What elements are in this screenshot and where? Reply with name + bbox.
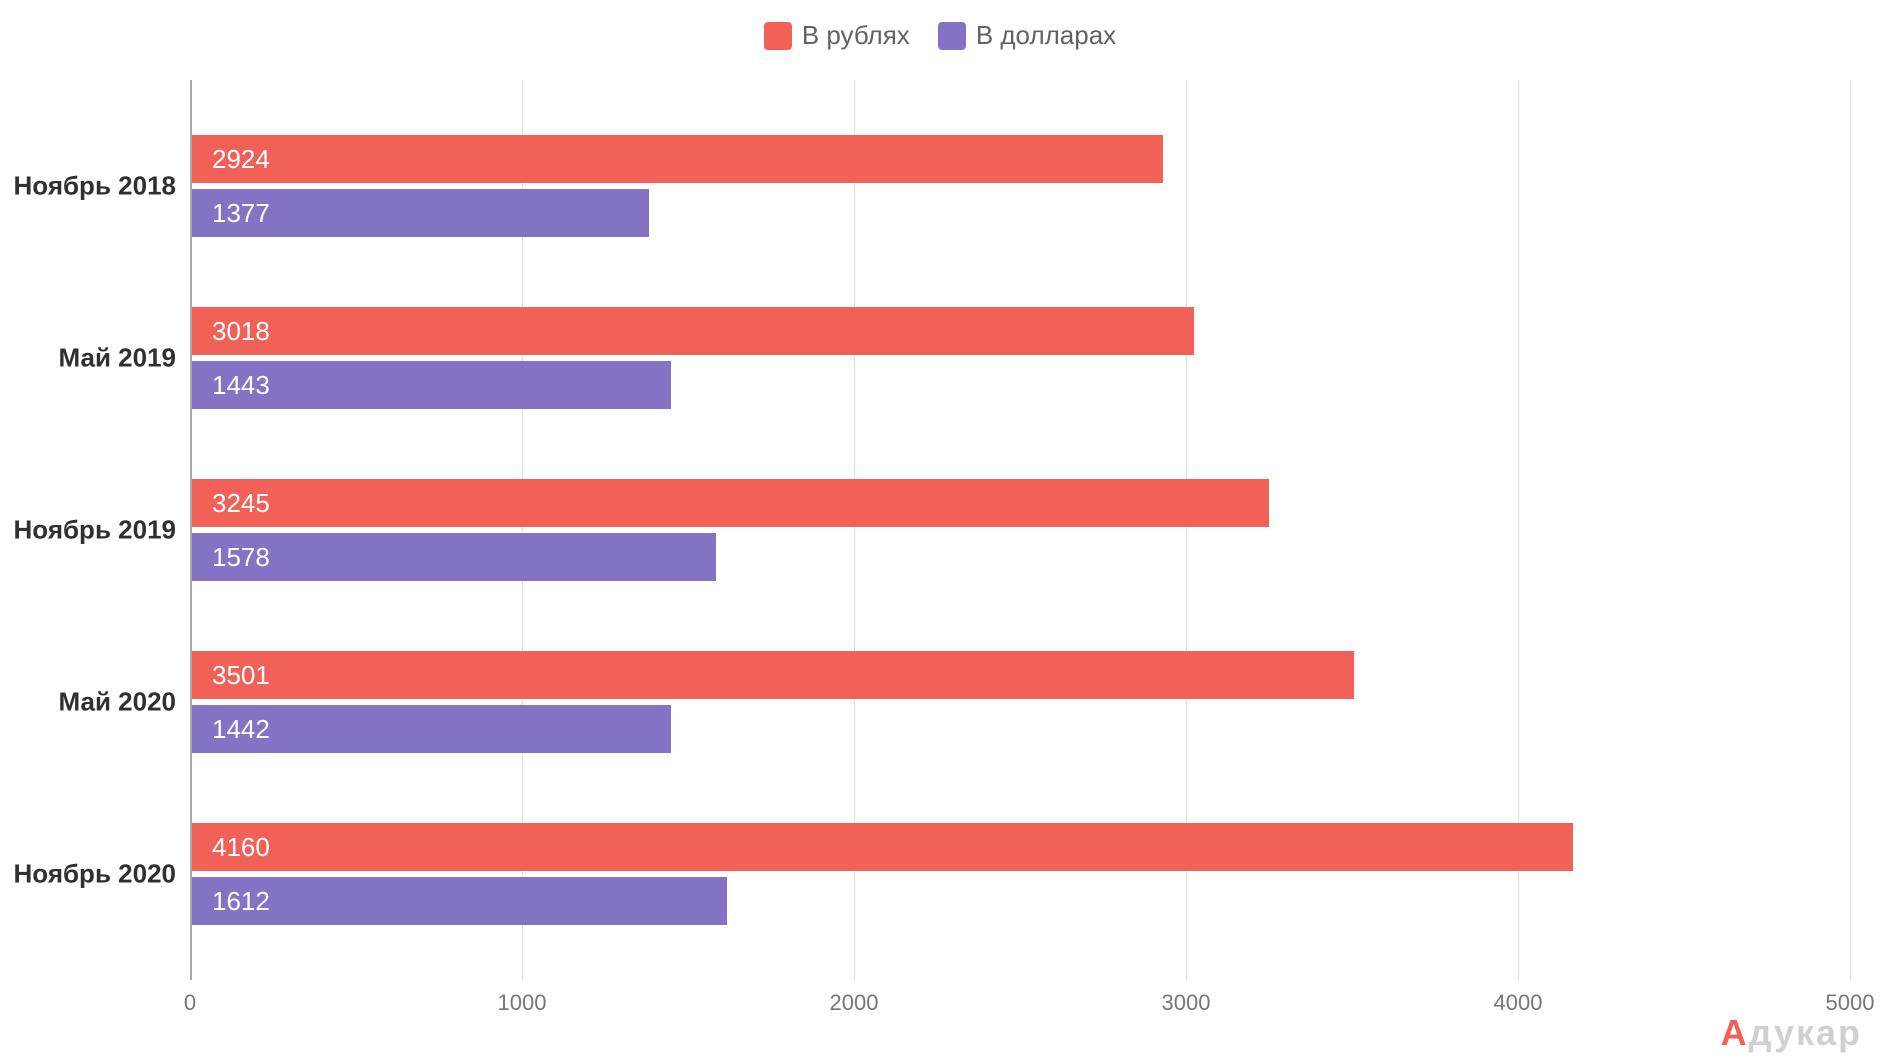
legend-swatch-usd xyxy=(938,22,966,50)
bar-value: 3018 xyxy=(192,316,270,347)
bar-value: 1443 xyxy=(192,370,270,401)
x-tick-label: 3000 xyxy=(1162,990,1211,1016)
bar-value: 1377 xyxy=(192,198,270,229)
category-label: Ноябрь 2020 xyxy=(14,859,176,890)
bar-usd: 1578 xyxy=(192,533,716,581)
chart-container: В рублях В долларах 01000200030004000500… xyxy=(0,0,1880,1060)
bar-value: 1612 xyxy=(192,886,270,917)
x-tick-label: 1000 xyxy=(498,990,547,1016)
x-tick-label: 0 xyxy=(184,990,196,1016)
plot-area: 0100020003000400050002924137730181443324… xyxy=(190,80,1850,980)
bar-value: 1578 xyxy=(192,542,270,573)
bar-value: 4160 xyxy=(192,832,270,863)
legend-item-usd: В долларах xyxy=(938,20,1116,51)
bar-value: 2924 xyxy=(192,144,270,175)
watermark: Адукар xyxy=(1721,1012,1862,1054)
legend-label-rub: В рублях xyxy=(802,20,910,51)
bar-rub: 2924 xyxy=(192,135,1163,183)
bar-value: 1442 xyxy=(192,714,270,745)
legend-label-usd: В долларах xyxy=(976,20,1116,51)
gridline xyxy=(1850,80,1851,980)
bar-rub: 4160 xyxy=(192,823,1573,871)
bar-rub: 3245 xyxy=(192,479,1269,527)
category-label: Май 2019 xyxy=(59,343,176,374)
bar-rub: 3018 xyxy=(192,307,1194,355)
bar-rub: 3501 xyxy=(192,651,1354,699)
legend-swatch-rub xyxy=(764,22,792,50)
x-tick-label: 2000 xyxy=(830,990,879,1016)
category-label: Ноябрь 2018 xyxy=(14,171,176,202)
category-label: Ноябрь 2019 xyxy=(14,515,176,546)
legend: В рублях В долларах xyxy=(0,20,1880,51)
category-label: Май 2020 xyxy=(59,687,176,718)
bar-usd: 1612 xyxy=(192,877,727,925)
bar-value: 3501 xyxy=(192,660,270,691)
watermark-rest: дукар xyxy=(1749,1012,1862,1053)
bar-value: 3245 xyxy=(192,488,270,519)
legend-item-rub: В рублях xyxy=(764,20,910,51)
bar-usd: 1443 xyxy=(192,361,671,409)
bar-usd: 1377 xyxy=(192,189,649,237)
x-tick-label: 4000 xyxy=(1494,990,1543,1016)
watermark-accent: А xyxy=(1721,1012,1749,1053)
bar-usd: 1442 xyxy=(192,705,671,753)
